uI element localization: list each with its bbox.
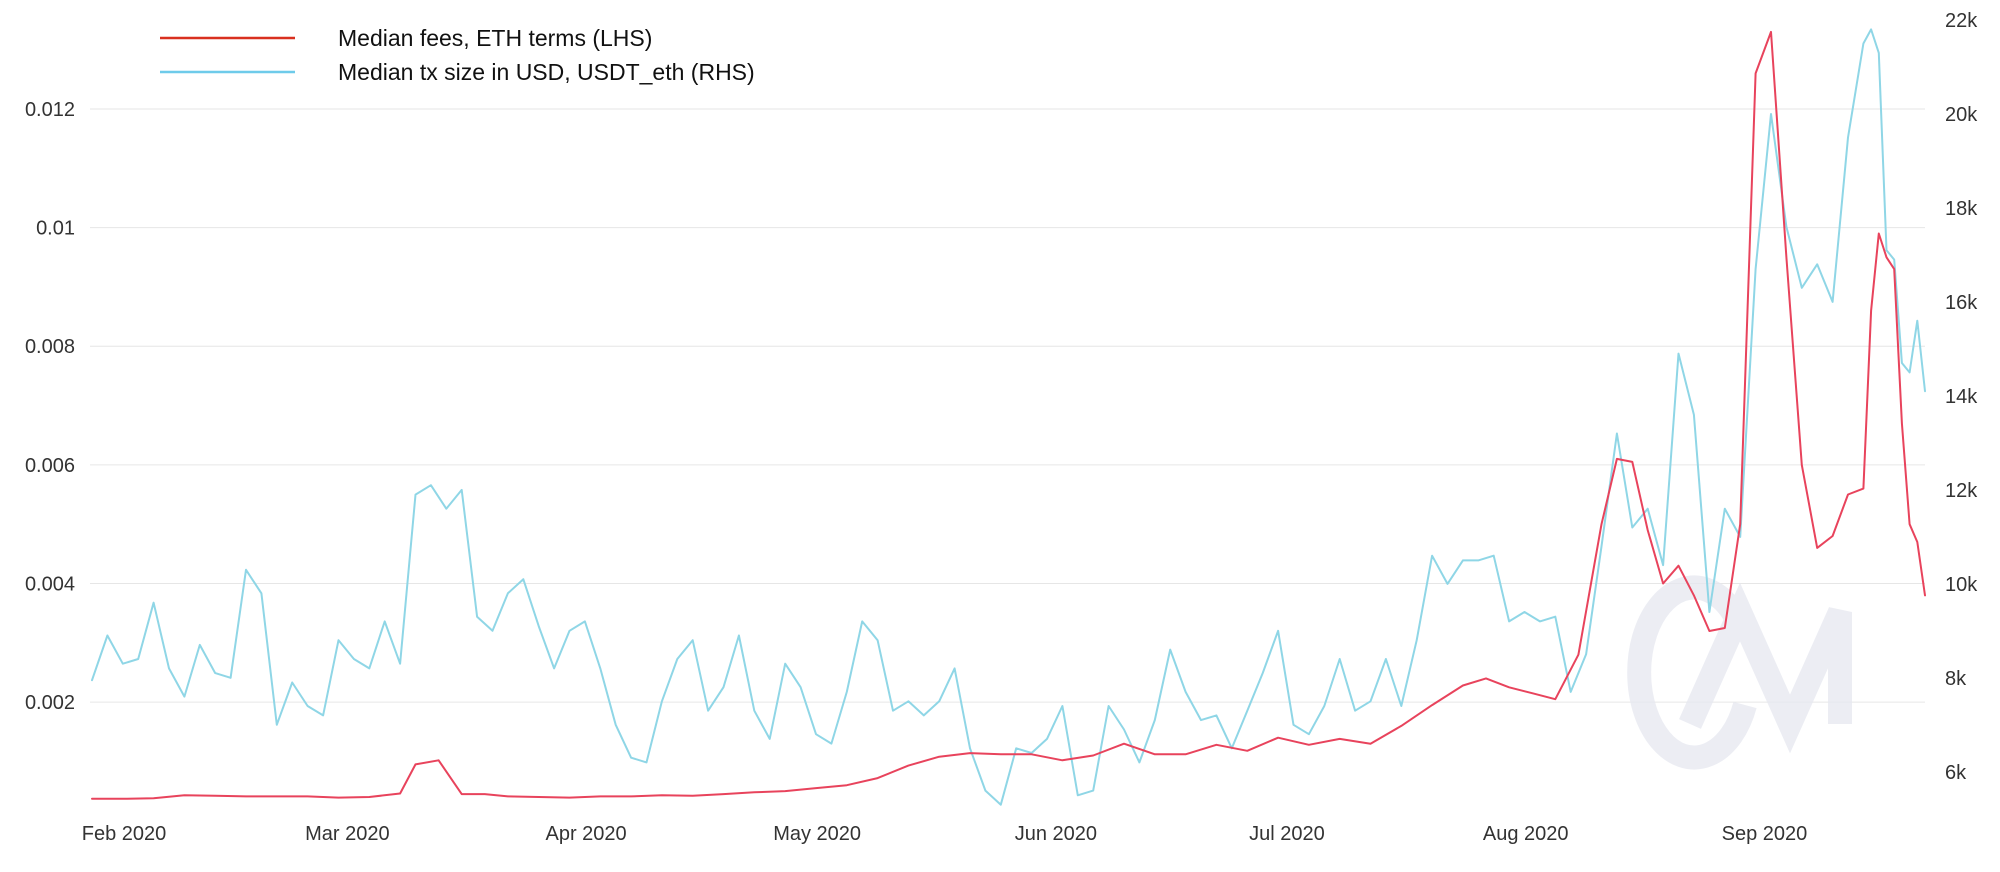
left-y-tick-label: 0.004 (25, 573, 75, 595)
gridlines (90, 108, 1925, 703)
x-tick-label: Sep 2020 (1722, 823, 1808, 845)
cm-logo-mark (1627, 575, 1852, 770)
right-y-tick-label: 8k (1945, 668, 1967, 690)
right-y-tick-label: 6k (1945, 762, 1967, 784)
legend-item: Median fees, ETH terms (LHS) (160, 25, 652, 51)
right-y-tick-label: 18k (1945, 198, 1978, 220)
legend-label: Median tx size in USD, USDT_eth (RHS) (338, 59, 755, 85)
logo-m-shape (1679, 582, 1852, 754)
left-y-tick-label: 0.012 (25, 99, 75, 121)
right-y-tick-label: 12k (1945, 480, 1978, 502)
legend-label: Median fees, ETH terms (LHS) (338, 25, 652, 51)
watermark-logo (1627, 575, 1852, 770)
x-tick-label: Jul 2020 (1249, 823, 1325, 845)
x-axis: Feb 2020 Mar 2020 Apr 2020 May 2020 Jun 2020… (82, 823, 1808, 845)
legend-item: Median tx size in USD, USDT_eth (RHS) (160, 59, 755, 85)
right-y-tick-label: 10k (1945, 574, 1978, 596)
right-y-tick-label: 16k (1945, 292, 1978, 314)
x-tick-label: Mar 2020 (305, 823, 390, 845)
left-y-tick-label: 0.006 (25, 455, 75, 477)
right-y-tick-label: 22k (1945, 10, 1978, 32)
series-line-median-tx-size (91, 28, 1926, 806)
x-tick-label: Jun 2020 (1015, 823, 1097, 845)
right-y-axis: 6k 8k 10k 12k 14k 16k 18k 20k 22k (1945, 10, 1978, 784)
right-y-tick-label: 14k (1945, 386, 1978, 408)
series-line-median-fees (91, 30, 1926, 800)
legend: Median fees, ETH terms (LHS) Median tx si… (160, 25, 755, 85)
series-lines (91, 28, 1926, 806)
left-y-tick-label: 0.008 (25, 336, 75, 358)
left-y-axis: 0.002 0.004 0.006 0.008 0.01 0.012 (25, 99, 75, 714)
right-y-tick-label: 20k (1945, 104, 1978, 126)
x-tick-label: May 2020 (773, 823, 861, 845)
x-tick-label: Aug 2020 (1483, 823, 1569, 845)
left-y-tick-label: 0.002 (25, 692, 75, 714)
x-tick-label: Feb 2020 (82, 823, 167, 845)
x-tick-label: Apr 2020 (546, 823, 627, 845)
left-y-tick-label: 0.01 (36, 218, 75, 240)
